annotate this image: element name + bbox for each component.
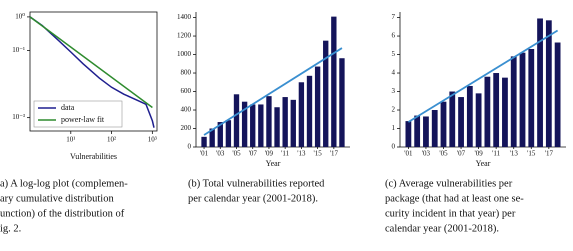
x-axis-label: Vulnerabilities: [70, 152, 117, 161]
bar: [266, 96, 272, 147]
x-axis-label: Year: [476, 159, 491, 168]
bar: [484, 76, 491, 147]
x-tick-label: '17: [330, 150, 339, 158]
bar: [314, 66, 321, 147]
bar: [449, 91, 456, 147]
bar: [298, 82, 305, 147]
caption-line: package (that had at least one se-: [385, 193, 524, 204]
caption-line: (c) Average vulnerabilities per: [385, 178, 513, 189]
y-tick-label: 6: [392, 32, 396, 40]
series-line: [29, 16, 153, 109]
y-tick-label: 10⁰: [15, 13, 25, 21]
x-tick-label: '07: [249, 150, 258, 158]
bar: [466, 85, 473, 147]
bar: [554, 42, 561, 147]
y-tick-label: 1: [392, 124, 396, 132]
bar: [233, 94, 240, 147]
y-tick-label: 4: [392, 69, 396, 77]
bar: [241, 101, 248, 147]
x-tick-label: '01: [200, 150, 209, 158]
bar: [510, 56, 517, 147]
bar: [323, 40, 329, 147]
x-tick-label: '01: [404, 150, 413, 158]
y-tick-label: 1400: [177, 13, 192, 21]
y-tick-label: 0: [188, 143, 192, 151]
x-tick-label: '09: [474, 150, 483, 158]
bar: [537, 18, 543, 148]
x-tick-label: 10³: [148, 136, 157, 144]
bar: [209, 128, 215, 147]
x-tick-label: 10¹: [66, 136, 75, 144]
plot-frame: [29, 11, 158, 132]
x-tick-label: '15: [313, 150, 322, 158]
caption-line: per calendar year (2001-2018).: [188, 193, 318, 204]
caption-line: curity incident in that year) per: [385, 208, 516, 219]
y-tick-label: 200: [181, 124, 192, 132]
legend-label: data: [61, 103, 75, 112]
x-axis-label: Year: [266, 159, 281, 168]
x-tick-label: '13: [297, 150, 306, 158]
trend-line: [203, 47, 343, 136]
y-tick-label: 1200: [177, 32, 192, 40]
bar: [414, 115, 421, 147]
bar: [431, 110, 438, 147]
bar: [331, 16, 337, 147]
bar: [493, 73, 500, 147]
bar: [458, 97, 464, 147]
bar: [528, 48, 535, 148]
bar: [502, 77, 508, 147]
y-tick-label: 1000: [177, 50, 192, 58]
bar: [339, 58, 345, 147]
y-tick-label: 0: [392, 143, 396, 151]
bar: [201, 136, 207, 147]
y-tick-label: 5: [392, 50, 396, 58]
x-tick-label: '11: [492, 150, 501, 158]
x-tick-label: '11: [281, 150, 290, 158]
bar: [274, 107, 280, 147]
bar: [306, 75, 313, 147]
bar: [225, 120, 232, 147]
caption-line: a) A log-log plot (complemen-: [0, 178, 128, 189]
bar: [217, 122, 223, 147]
bar: [423, 116, 429, 147]
caption-line: calendar year (2001-2018).: [385, 223, 499, 234]
legend-label: power-law fit: [61, 115, 105, 124]
x-tick-label: '05: [232, 150, 241, 158]
y-tick-label: 7: [392, 13, 396, 21]
x-tick-label: '07: [457, 150, 466, 158]
y-tick-label: 2: [392, 106, 396, 114]
bar: [405, 121, 412, 147]
caption-line: ig. 2.: [0, 223, 21, 234]
legend-box: [33, 100, 123, 128]
x-tick-label: '15: [527, 150, 536, 158]
y-tick-label: 3: [392, 87, 396, 95]
bar: [290, 99, 296, 147]
y-tick-label: 10⁻¹: [12, 46, 25, 54]
bar: [475, 93, 482, 147]
caption-line: unction) of the distribution of: [0, 208, 125, 219]
bar: [250, 104, 256, 147]
trend-line: [407, 29, 559, 123]
series-line: [29, 16, 155, 128]
y-tick-label: 10⁻³: [12, 113, 25, 121]
bar: [258, 104, 264, 147]
bar: [519, 52, 526, 147]
x-tick-label: '13: [510, 150, 519, 158]
y-tick-label: 600: [181, 87, 192, 95]
bar: [440, 101, 447, 147]
caption-line: ary cumulative distribution: [0, 193, 114, 204]
x-tick-label: '03: [216, 150, 225, 158]
bar: [545, 20, 552, 148]
caption-line: (b) Total vulnerabilities reported: [188, 178, 325, 189]
x-tick-label: 10²: [107, 136, 116, 144]
x-tick-label: '09: [265, 150, 274, 158]
x-tick-label: '05: [439, 150, 448, 158]
x-tick-label: '03: [422, 150, 431, 158]
x-tick-label: '17: [545, 150, 554, 158]
y-tick-label: 800: [181, 69, 192, 77]
bar: [282, 97, 288, 147]
y-tick-label: 400: [181, 106, 192, 114]
